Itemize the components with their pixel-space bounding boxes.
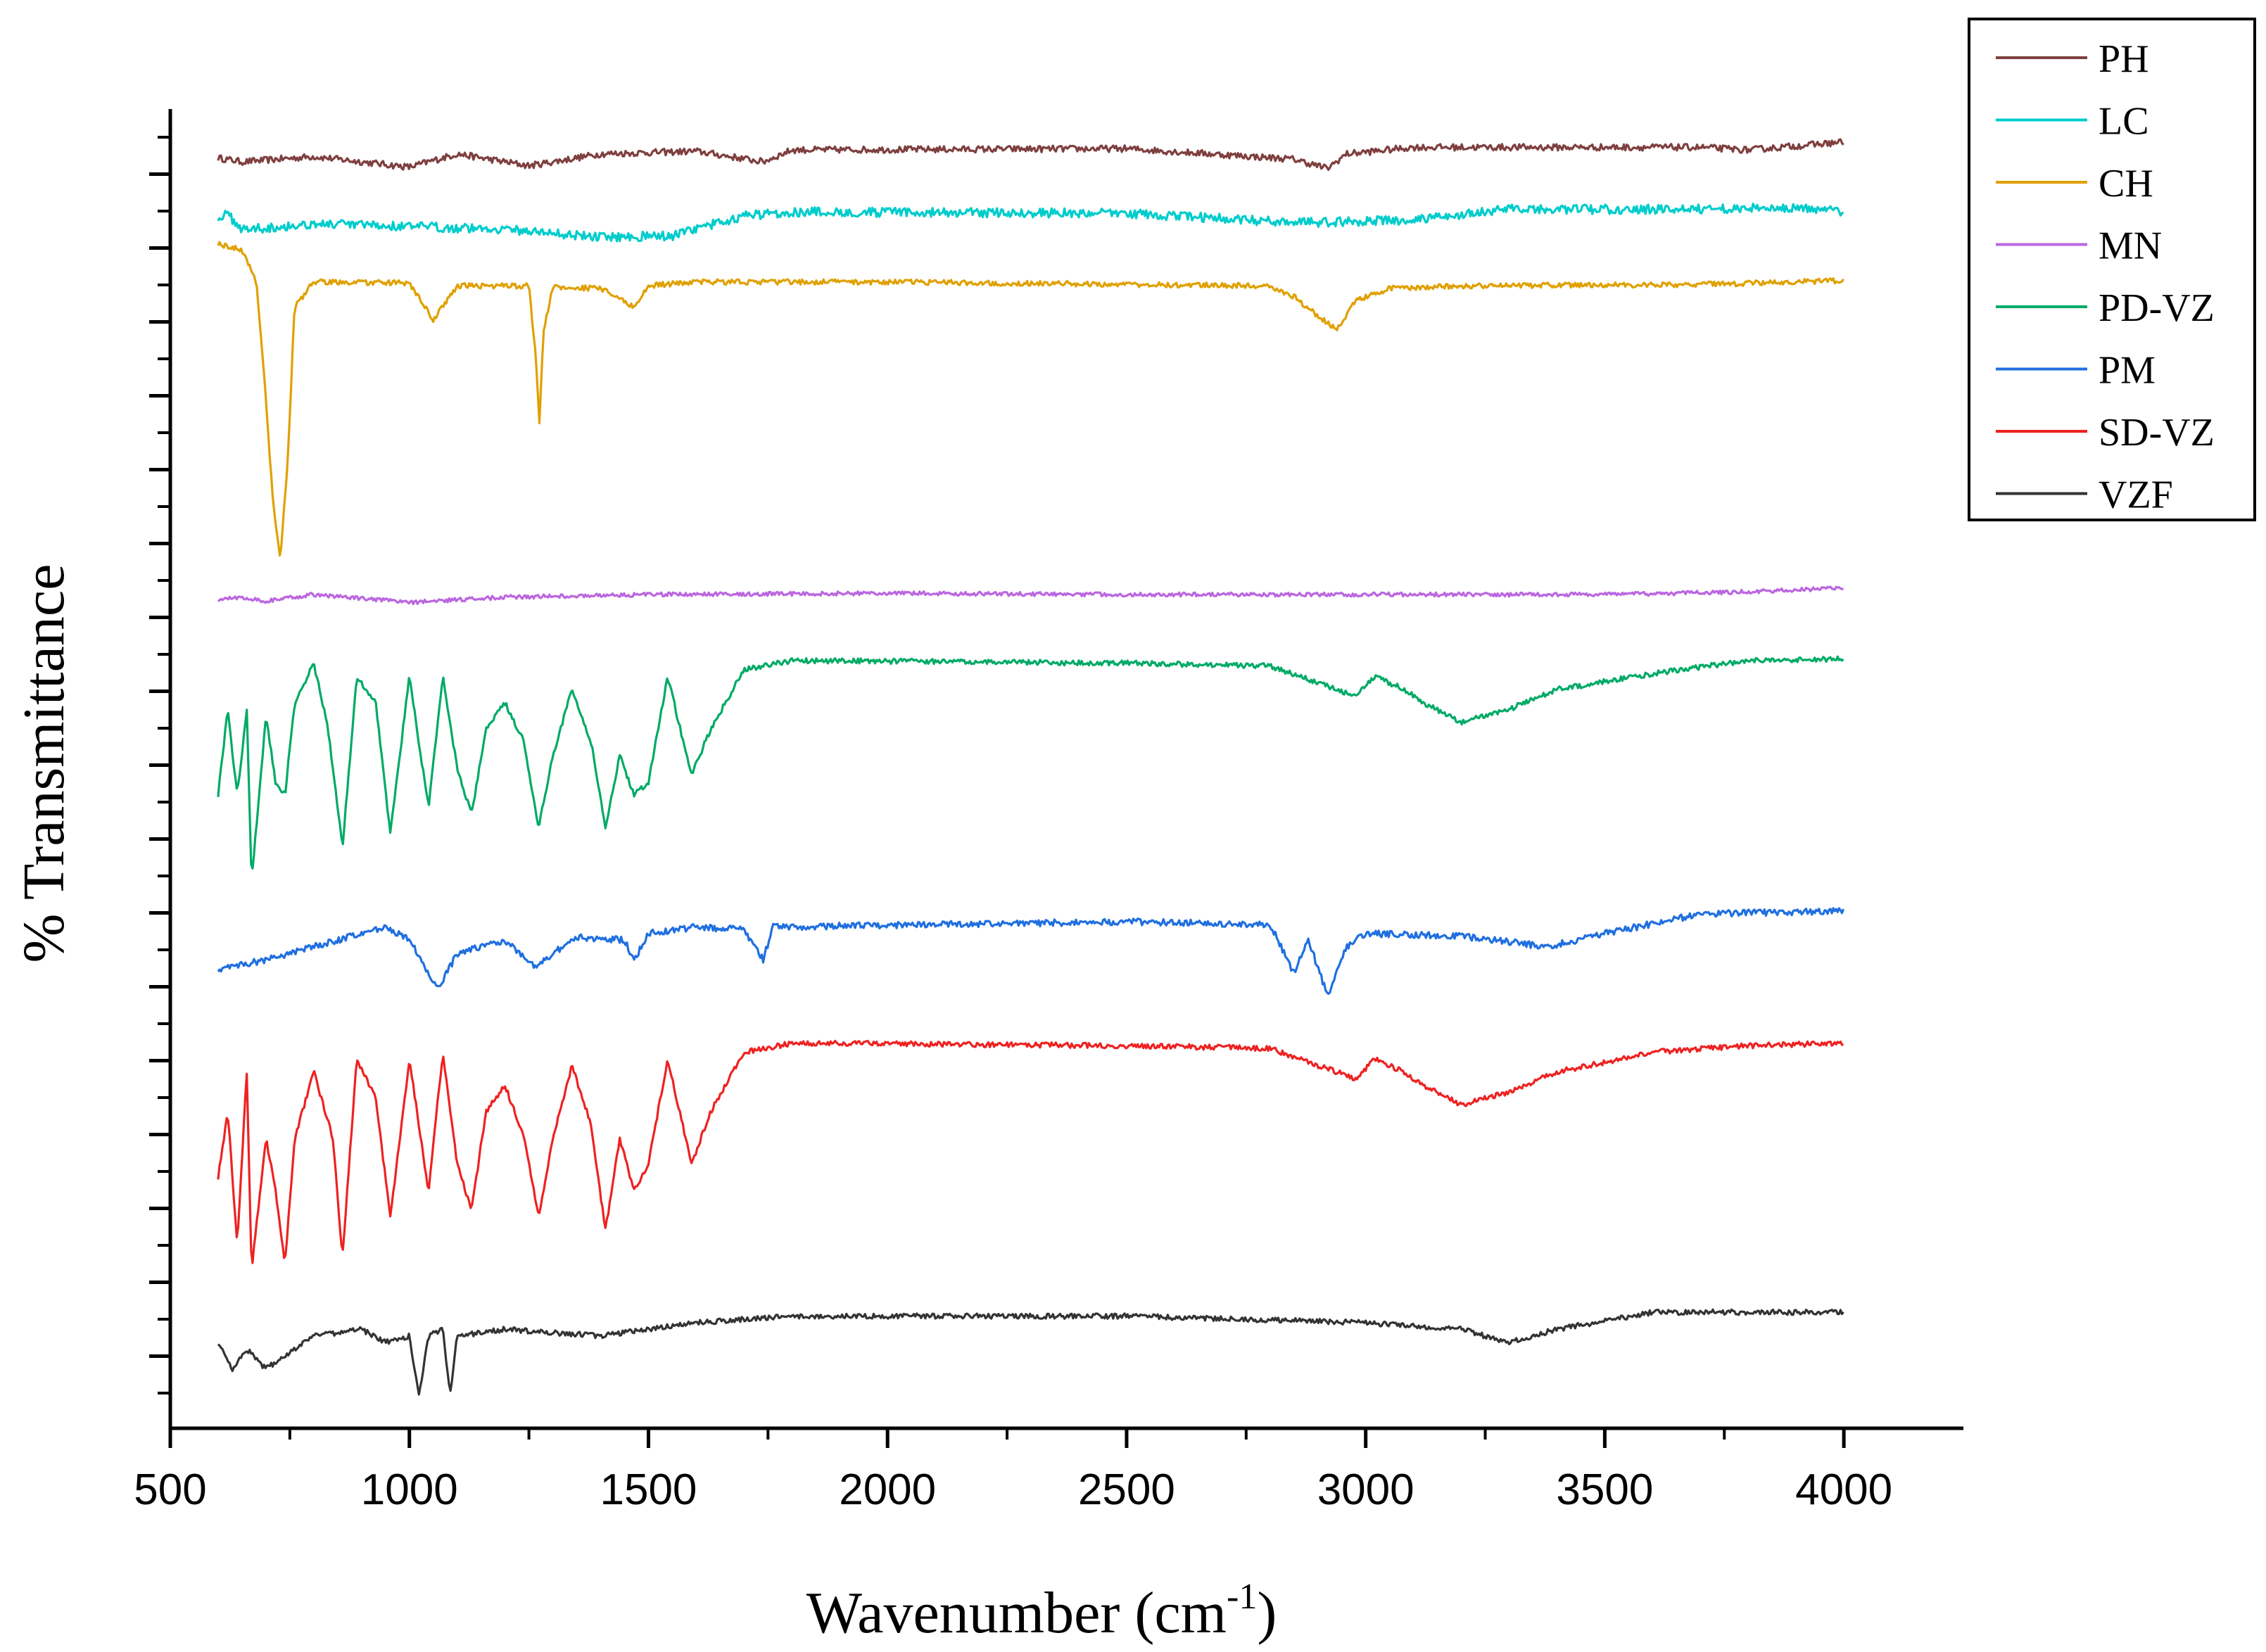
- legend-label-mn: MN: [2099, 224, 2162, 268]
- legend-label-ph: PH: [2099, 37, 2149, 81]
- legend-label-pm: PM: [2099, 349, 2156, 393]
- x-tick-label-3500: 3500: [1556, 1466, 1653, 1514]
- legend-label-ch: CH: [2099, 162, 2153, 205]
- legend: PH LC CH MN PD-VZ PM SD-VZ VZF: [1968, 18, 2256, 521]
- x-axis-title-close: ): [1257, 1580, 1277, 1646]
- legend-label-lc: LC: [2099, 100, 2149, 144]
- x-axis-title: Wavenumber (cm-1): [806, 1577, 1277, 1646]
- x-ticks: 500 1000 1500 2000 2500 3000 3500 4000: [134, 1428, 1892, 1514]
- series-line-pd-vz: [217, 655, 1844, 870]
- series-line-sd-vz: [217, 1039, 1844, 1264]
- y-axis-title: % Transmittance: [11, 564, 77, 963]
- x-axis-title-superscript: -1: [1227, 1577, 1257, 1617]
- series-line-ph: [217, 138, 1844, 171]
- series-line-pm: [217, 907, 1845, 996]
- series-line-mn: [217, 585, 1844, 606]
- x-tick-label-3000: 3000: [1317, 1466, 1414, 1514]
- x-tick-label-1000: 1000: [361, 1466, 458, 1514]
- x-tick-label-1500: 1500: [600, 1466, 697, 1514]
- x-axis-title-text: Wavenumber (cm: [806, 1580, 1227, 1646]
- plot-lines: [217, 138, 1845, 1396]
- legend-label-pd-vz: PD-VZ: [2099, 286, 2215, 330]
- series-line-lc: [217, 203, 1844, 243]
- x-tick-label-4000: 4000: [1795, 1466, 1892, 1514]
- x-tick-label-2500: 2500: [1078, 1466, 1175, 1514]
- series-line-ch: [217, 241, 1844, 557]
- legend-label-vzf: VZF: [2099, 474, 2173, 517]
- x-tick-label-2000: 2000: [839, 1466, 936, 1514]
- legend-box: [1968, 18, 2256, 521]
- series-line-vzf: [217, 1308, 1844, 1396]
- y-ticks: [149, 136, 170, 1394]
- axes: 500 1000 1500 2000 2500 3000 3500 4000: [134, 109, 1963, 1514]
- legend-label-sd-vz: SD-VZ: [2099, 411, 2215, 455]
- x-tick-label-500: 500: [134, 1466, 206, 1514]
